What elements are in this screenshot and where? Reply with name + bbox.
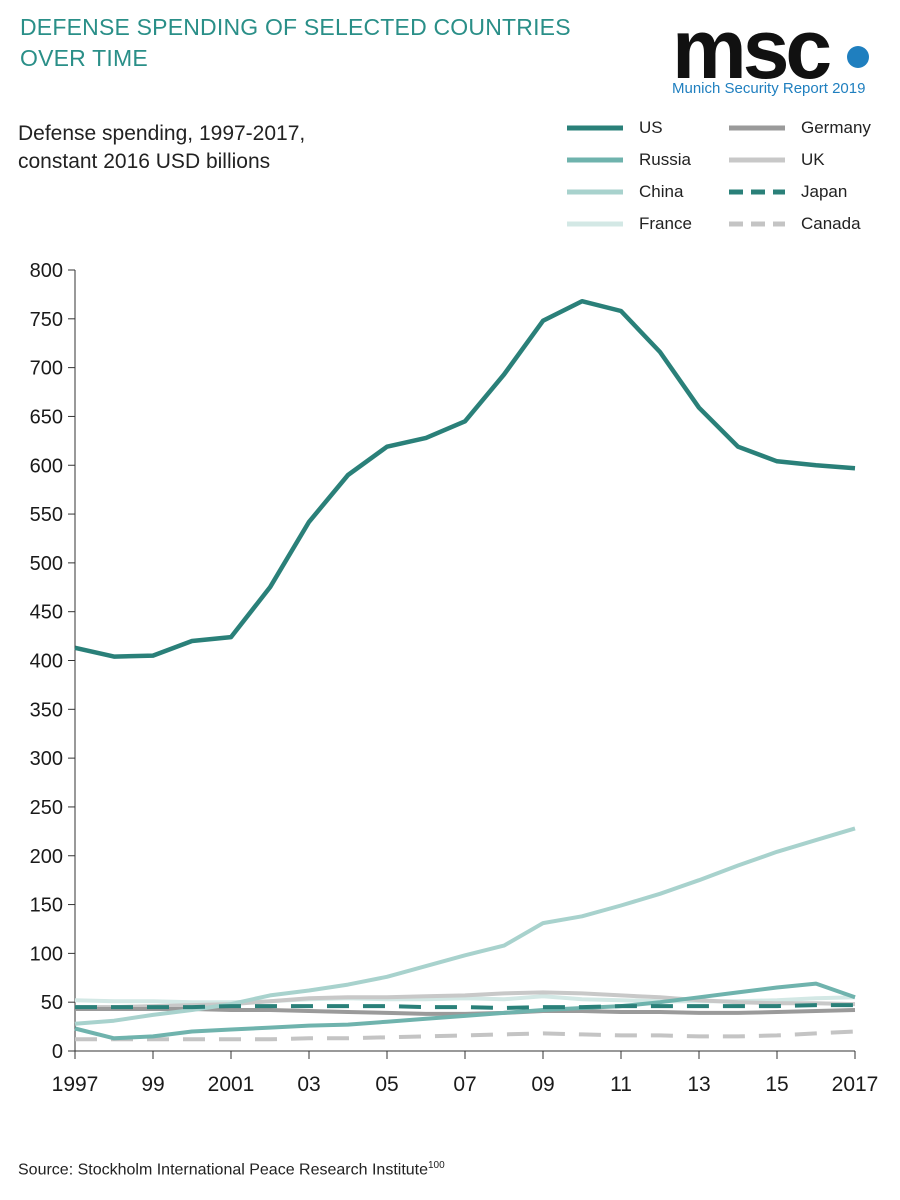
y-tick-label: 100 <box>30 943 63 965</box>
y-tick-label: 300 <box>30 748 63 770</box>
series-line-us <box>74 298 856 659</box>
series-line-uk <box>75 990 856 1010</box>
y-tick-label: 550 <box>30 504 63 526</box>
x-tick-label: 1997 <box>52 1073 99 1096</box>
legend-item-russia: Russia <box>565 148 691 172</box>
x-tick-label: 05 <box>375 1073 398 1096</box>
legend-item-france: France <box>565 212 692 236</box>
logo-subtitle: Munich Security Report 2019 <box>672 80 866 97</box>
chart-title-line-1: Defense spending, 1997-2017, <box>18 122 306 145</box>
chart-legend: US Russia China France Germany UK Japan Canada <box>565 116 895 246</box>
legend-label: France <box>639 214 692 233</box>
legend-label: Russia <box>639 150 691 169</box>
legend-swatch <box>567 157 623 163</box>
y-tick-label: 750 <box>30 309 63 331</box>
logo-dot-icon <box>847 46 869 68</box>
line-chart: 0501001502002503003504004505005506006507… <box>30 260 879 1096</box>
chart-subtitle: Defense spending, 1997-2017, constant 20… <box>18 120 418 176</box>
chart-title-line-2: constant 2016 USD billions <box>18 150 271 173</box>
legend-label: Canada <box>801 214 861 233</box>
y-tick-label: 350 <box>30 699 63 721</box>
x-tick-label: 07 <box>453 1073 476 1096</box>
x-tick-label: 11 <box>610 1073 632 1096</box>
legend-item-us: US <box>565 116 663 140</box>
page-title: DEFENSE SPENDING OF SELECTED COUNTRIES O… <box>20 14 571 71</box>
legend-swatch <box>567 221 623 227</box>
y-tick-label: 400 <box>30 651 63 673</box>
x-tick-label: 13 <box>687 1073 710 1096</box>
y-tick-label: 150 <box>30 895 63 917</box>
x-tick-label: 03 <box>297 1073 320 1096</box>
legend-swatch <box>729 189 785 195</box>
y-tick-label: 250 <box>30 797 63 819</box>
legend-swatch <box>729 157 785 163</box>
legend-label: UK <box>801 150 825 169</box>
series-line-russia <box>74 981 856 1041</box>
msc-logo: msc Munich Security Report 2019 <box>672 4 887 100</box>
y-tick-label: 500 <box>30 553 63 575</box>
legend-swatch <box>567 125 623 131</box>
legend-item-germany: Germany <box>727 116 871 140</box>
y-tick-label: 50 <box>41 992 63 1014</box>
legend-swatch <box>729 221 785 227</box>
source-ref: 100 <box>428 1160 445 1171</box>
x-tick-label: 09 <box>531 1073 554 1096</box>
x-tick-label: 15 <box>765 1073 788 1096</box>
legend-swatch <box>567 189 623 195</box>
y-tick-label: 450 <box>30 602 63 624</box>
y-tick-label: 600 <box>30 455 63 477</box>
legend-item-japan: Japan <box>727 180 847 204</box>
y-tick-label: 650 <box>30 406 63 428</box>
legend-item-canada: Canada <box>727 212 861 236</box>
logo-wordmark: msc <box>672 2 832 96</box>
series-line-japan <box>75 1003 855 1010</box>
x-tick-label: 2017 <box>832 1073 879 1096</box>
legend-label: China <box>639 182 684 201</box>
y-tick-label: 0 <box>52 1041 63 1063</box>
source-note: Source: Stockholm International Peace Re… <box>18 1160 445 1179</box>
legend-item-china: China <box>565 180 683 204</box>
y-tick-label: 200 <box>30 846 63 868</box>
y-tick-label: 700 <box>30 358 63 380</box>
y-tick-label: 800 <box>30 260 63 282</box>
legend-label: US <box>639 118 663 137</box>
legend-swatch <box>729 125 785 131</box>
legend-item-uk: UK <box>727 148 825 172</box>
series-line-canada <box>75 1029 856 1042</box>
legend-label: Japan <box>801 182 848 201</box>
x-tick-label: 99 <box>141 1073 164 1096</box>
source-text: Source: Stockholm International Peace Re… <box>18 1161 428 1179</box>
x-tick-label: 2001 <box>208 1073 255 1096</box>
legend-label: Germany <box>801 118 871 137</box>
